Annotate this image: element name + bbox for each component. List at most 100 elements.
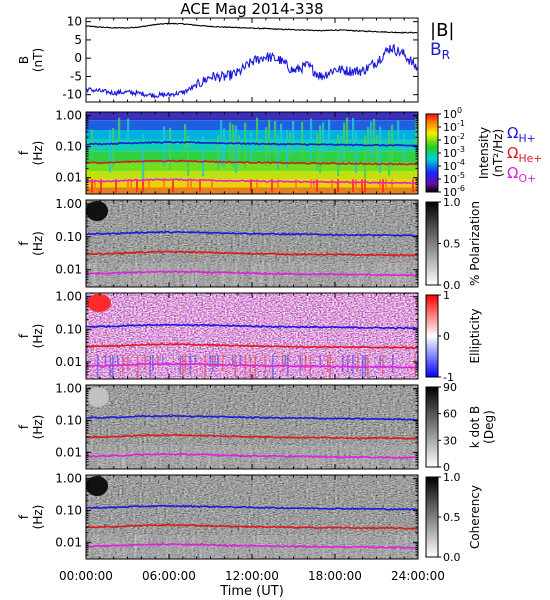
spectrogram-streak xyxy=(379,354,382,366)
colorbar xyxy=(425,113,439,193)
spectrogram-burst xyxy=(310,179,312,193)
spectrogram-burst xyxy=(235,125,238,173)
series-line xyxy=(85,523,418,530)
spectrogram-burst xyxy=(115,179,117,193)
spectrogram-streak xyxy=(137,354,139,378)
spectrogram-streaks xyxy=(86,445,418,469)
panel-kdotb: f (Hz) 1.00 0.10 0.01 90 60 30 0 k dot B (Deg) xyxy=(17,381,496,474)
spectrogram-burst xyxy=(337,134,340,176)
spectrogram-burst xyxy=(142,179,144,193)
spectrogram-burst xyxy=(301,122,304,158)
spectrogram-burst xyxy=(364,135,367,179)
spectrogram-burst xyxy=(277,179,279,193)
spectrogram-streak xyxy=(112,354,114,379)
spectrogram-burst xyxy=(112,128,115,168)
series-line xyxy=(85,230,418,238)
y-tick-label: 0.01 xyxy=(55,171,82,185)
spectrogram-burst xyxy=(256,116,259,149)
y-tick-label: 0.01 xyxy=(55,535,82,549)
spectrogram-streaks xyxy=(86,535,418,559)
spectrogram-burst xyxy=(379,126,382,173)
legend-entry: |B| xyxy=(430,20,454,41)
colorbar xyxy=(425,386,439,468)
spectrogram-burst xyxy=(355,179,357,193)
spectrogram-burst xyxy=(322,122,325,157)
x-tick-label: 18:00:00 xyxy=(308,569,362,583)
spectrogram-streak xyxy=(157,354,159,368)
spectrogram-burst xyxy=(403,133,406,163)
y-tick-label: 1.00 xyxy=(55,472,82,486)
legend-entry: ΩH+ xyxy=(507,124,536,145)
spectrogram-burst xyxy=(412,179,414,193)
spectrogram-feature xyxy=(86,476,108,496)
spectrogram-burst xyxy=(127,118,130,148)
spectrogram-streak xyxy=(347,354,349,373)
legend-entry: ΩHe+ xyxy=(507,144,542,165)
spectrogram-burst xyxy=(316,179,318,193)
x-tick-label: 00:00:00 xyxy=(59,569,113,583)
spectrogram-burst xyxy=(250,179,252,193)
colorbar xyxy=(425,201,439,286)
colorbar-tick-label: 0.5 xyxy=(443,238,461,251)
spectrogram-streak xyxy=(189,354,192,376)
spectrogram-streak xyxy=(319,354,322,366)
series-line xyxy=(85,43,418,100)
y-tick-label: 1.00 xyxy=(55,382,82,396)
y-tick-label: 0.01 xyxy=(55,445,82,459)
spectrogram-burst xyxy=(202,136,205,177)
spectrogram-burst xyxy=(280,123,283,152)
colorbar-tick-label: 30 xyxy=(443,434,457,447)
colorbar-tick-label: 0.0 xyxy=(443,279,461,292)
spectrogram-streak xyxy=(327,354,329,372)
series-line xyxy=(85,453,418,459)
panel-coherency: f (Hz) 1.00 0.10 0.01 1.0 0.5 0.0 Coherency xyxy=(17,471,482,564)
colorbar-tick-label: 1 xyxy=(443,289,450,302)
spectrogram-streak xyxy=(357,354,359,372)
y-tick-label: 0.01 xyxy=(55,355,82,369)
spectrogram-burst xyxy=(148,179,150,193)
spectrogram-burst xyxy=(118,116,121,145)
spectrogram-streak xyxy=(182,354,184,378)
colorbar-tick-label: 0.0 xyxy=(443,551,461,564)
series-line xyxy=(85,504,418,511)
colorbar-tick-label: 0.5 xyxy=(443,511,461,524)
spectrogram-burst xyxy=(142,134,145,180)
colorbar-label: Ellipticity xyxy=(468,309,482,364)
colorbar-label: Coherency xyxy=(468,485,482,549)
spectrogram-burst xyxy=(382,179,384,193)
y-tick-label: 0 xyxy=(74,51,82,65)
spectrogram-burst xyxy=(343,122,346,161)
spectrogram-burst xyxy=(256,179,258,193)
spectrogram-burst xyxy=(295,179,297,193)
x-axis-label: Time (UT) xyxy=(219,584,284,599)
y-tick-label: -10 xyxy=(62,88,82,102)
spectrogram-streak xyxy=(367,354,369,377)
spectrogram-burst xyxy=(352,179,354,193)
spectrogram-streak xyxy=(162,354,164,365)
spectrogram-burst xyxy=(250,132,253,164)
spectrogram-burst xyxy=(340,135,343,163)
spectrogram-burst xyxy=(199,179,201,193)
y-axis-label: f xyxy=(17,241,31,246)
spectrogram-streak xyxy=(144,354,147,370)
y-tick-label: 10 xyxy=(67,15,82,29)
colorbar-label: Intensity xyxy=(477,127,491,179)
plot-area xyxy=(86,18,418,102)
spectrogram-streak xyxy=(282,354,284,372)
spectrogram-burst xyxy=(346,116,349,148)
y-axis-label: (Hz) xyxy=(31,505,45,530)
panel-b-field: B (nT) 10 5 0 -5 -10 |B|BR xyxy=(17,15,454,103)
spectrogram-streak xyxy=(194,354,197,365)
spectrogram-streak xyxy=(342,354,344,372)
colorbar xyxy=(425,476,439,558)
y-axis-label: (nT) xyxy=(31,48,45,72)
spectrogram-burst xyxy=(187,135,190,176)
spectrogram-burst xyxy=(271,179,273,193)
y-tick-label: 0.01 xyxy=(55,263,82,277)
y-tick-label: 1.00 xyxy=(55,290,82,304)
y-axis-label: f xyxy=(17,424,31,429)
spectrogram-streak xyxy=(209,354,212,366)
spectrogram-burst xyxy=(385,179,387,193)
